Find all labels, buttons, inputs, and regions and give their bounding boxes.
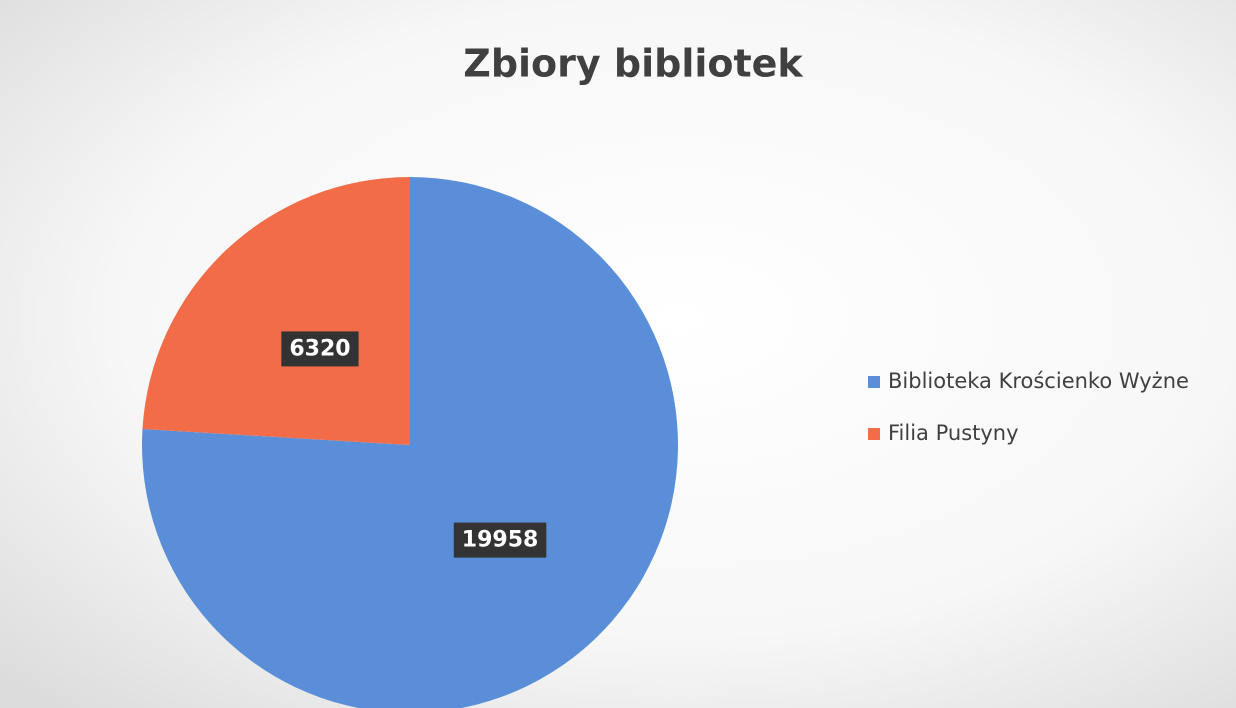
label-box [453,522,547,558]
chart-title: Zbiory bibliotek [463,42,803,86]
data-label: 6320 [289,336,350,361]
legend-swatch [868,376,880,388]
data-label: 19958 [462,528,539,553]
legend-label: Biblioteka Krościenko Wyżne [888,369,1189,393]
pie-slice [142,177,410,445]
pie-slice [142,177,678,708]
label-box [281,331,359,367]
legend-swatch [868,428,880,440]
legend-label: Filia Pustyny [888,421,1019,445]
